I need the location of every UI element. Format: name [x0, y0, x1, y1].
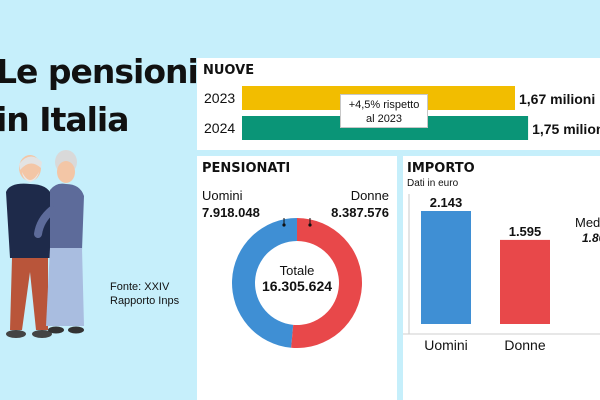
- source-note: Fonte: XXIV Rapporto Inps: [110, 280, 179, 308]
- importo-title: IMPORTO: [407, 161, 475, 176]
- importo-bars: 2.143 1.595 Uomini Donne Med 1.86: [403, 194, 600, 353]
- leader-dot-donne: [308, 223, 312, 227]
- year-label-2024: 2024: [204, 120, 236, 136]
- total-label: Totale: [280, 263, 315, 278]
- source-line-1: Fonte: XXIV: [110, 281, 170, 293]
- category-label-donne: Donne: [504, 337, 545, 353]
- value-donne: 8.387.576: [331, 205, 389, 220]
- leader-dot-uomini: [282, 223, 286, 227]
- bar-donne: [500, 239, 550, 324]
- title-line-1: Le pensioni: [0, 52, 199, 91]
- nuove-panel: NUOVE 2023 2024 1,67 milioni 1,75 milion…: [197, 58, 600, 150]
- growth-annotation-line-2: al 2023: [365, 113, 403, 125]
- importo-subtitle: Dati in euro: [407, 178, 459, 189]
- importo-panel: IMPORTO Dati in euro 2.143 1.595 Uomini …: [403, 156, 600, 400]
- value-label-donne: 1.595: [509, 224, 542, 239]
- legend-uomini: Uomini: [202, 188, 243, 203]
- value-label-2024: 1,75 milioni: [532, 121, 600, 137]
- nuove-title: NUOVE: [203, 63, 255, 78]
- extra-label: Med: [575, 215, 600, 230]
- year-label-2023: 2023: [204, 90, 236, 106]
- source-line-2: Rapporto Inps: [110, 295, 180, 307]
- value-uomini: 7.918.048: [202, 205, 260, 220]
- pensionati-panel: PENSIONATI Uomini 7.918.048 Donne 8.387.…: [197, 156, 397, 400]
- category-label-uomini: Uomini: [424, 337, 468, 353]
- pensionati-title: PENSIONATI: [202, 161, 291, 176]
- donut-chart: Totale 16.305.624: [232, 218, 363, 348]
- value-label-2023: 1,67 milioni: [519, 91, 596, 107]
- title-line-2: in Italia: [0, 100, 130, 139]
- slice-uomini: [232, 218, 297, 348]
- growth-annotation-line-1: +4,5% rispetto: [348, 99, 420, 111]
- extra-value: 1.86: [582, 231, 600, 245]
- growth-annotation: +4,5% rispetto al 2023: [340, 94, 428, 128]
- elderly-couple-illustration: [6, 150, 84, 338]
- legend-donne: Donne: [350, 188, 389, 203]
- slice-donne: [291, 218, 363, 348]
- total-value: 16.305.624: [262, 278, 332, 294]
- value-label-uomini: 2.143: [430, 195, 463, 210]
- bar-uomini: [421, 211, 471, 324]
